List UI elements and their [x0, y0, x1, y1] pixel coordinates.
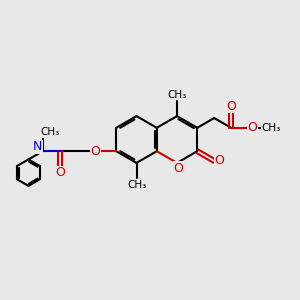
Text: CH₃: CH₃ [40, 127, 59, 137]
Text: O: O [173, 161, 183, 175]
Text: O: O [214, 154, 224, 167]
Text: CH₃: CH₃ [167, 89, 187, 100]
Text: CH₃: CH₃ [262, 123, 281, 133]
Text: CH₃: CH₃ [127, 179, 146, 190]
Text: O: O [248, 121, 258, 134]
Text: O: O [55, 166, 65, 179]
Text: O: O [226, 100, 236, 113]
Text: N: N [33, 140, 42, 153]
Text: O: O [90, 145, 100, 158]
